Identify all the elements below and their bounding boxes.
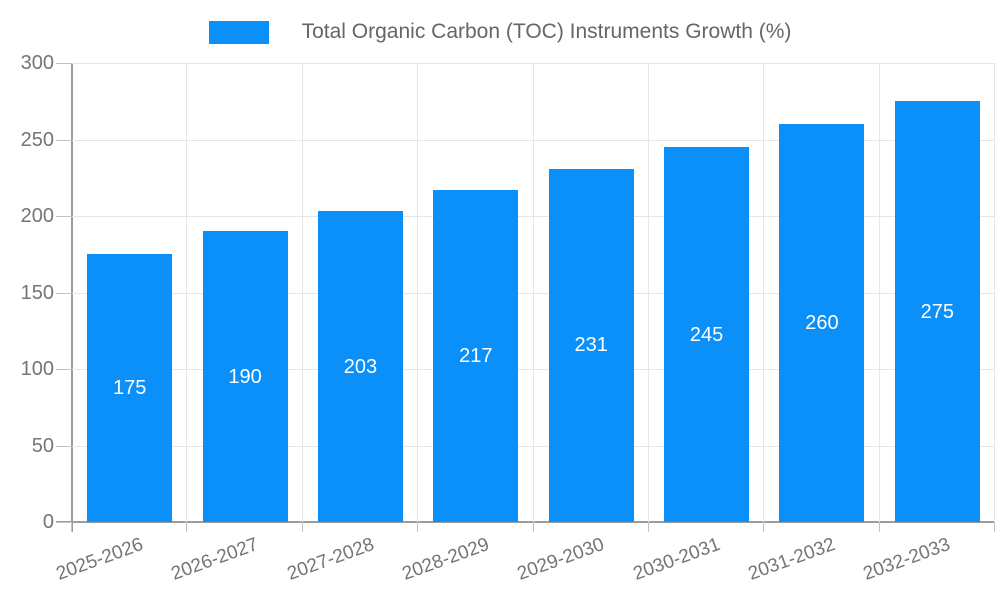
x-tick-label-2025-2026: 2025-2026 bbox=[53, 534, 146, 585]
gridline-h-300 bbox=[72, 63, 995, 64]
y-axis-line bbox=[71, 63, 73, 532]
x-tick-label-2031-2032: 2031-2032 bbox=[745, 534, 839, 585]
gridline-h-150 bbox=[72, 292, 995, 294]
y-axis-tick-200 bbox=[56, 216, 72, 217]
legend-label: Total Organic Carbon (TOC) Instruments G… bbox=[301, 20, 792, 43]
x-axis-tick-5 bbox=[647, 522, 649, 532]
bar-2029-2030 bbox=[548, 168, 634, 522]
legend-item-toc-growth[interactable]: Total Organic Carbon (TOC) Instruments G… bbox=[208, 20, 792, 44]
y-tick-label-250: 250 bbox=[20, 128, 54, 151]
y-axis-tick-150 bbox=[56, 292, 72, 294]
gridline-h-50 bbox=[72, 445, 995, 447]
bar-value-label-2025-2026: 175 bbox=[113, 377, 147, 400]
gridline-h-200 bbox=[72, 216, 995, 217]
gridline-h-100 bbox=[72, 369, 995, 370]
y-tick-label-300: 300 bbox=[20, 52, 54, 74]
x-tick-label-2029-2030: 2029-2030 bbox=[514, 534, 608, 585]
bar-2028-2029 bbox=[433, 190, 519, 522]
legend-swatch bbox=[208, 20, 269, 44]
x-tick-label-2028-2029: 2028-2029 bbox=[399, 534, 492, 585]
y-tick-label-100: 100 bbox=[20, 358, 54, 380]
plot-area: 175 190 203 217 231 245 260 275 bbox=[72, 63, 995, 522]
x-tick-label-2030-2031: 2030-2031 bbox=[630, 534, 723, 585]
y-axis-tick-250 bbox=[56, 139, 72, 141]
bar-value-label-2030-2031: 245 bbox=[689, 323, 724, 346]
x-axis-tick-8 bbox=[994, 522, 995, 532]
x-axis-tick-2 bbox=[301, 522, 303, 532]
y-axis-tick-300 bbox=[56, 63, 72, 64]
bar-2030-2031 bbox=[664, 147, 750, 522]
gridline-v-2 bbox=[301, 63, 303, 522]
x-tick-label-2032-2033: 2032-2033 bbox=[860, 534, 954, 585]
x-axis-tick-1 bbox=[186, 522, 188, 532]
bar-2032-2033 bbox=[894, 101, 980, 522]
x-axis-line bbox=[56, 521, 995, 523]
x-axis-tick-7 bbox=[878, 522, 880, 532]
bar-2027-2028 bbox=[317, 211, 403, 522]
bar-value-label-2028-2029: 217 bbox=[459, 344, 493, 367]
gridline-v-7 bbox=[878, 63, 880, 522]
bar-2026-2027 bbox=[202, 231, 288, 522]
gridline-v-8 bbox=[994, 63, 995, 522]
gridline-v-1 bbox=[186, 63, 188, 522]
x-axis-tick-4 bbox=[532, 522, 534, 532]
x-axis-tick-0 bbox=[71, 522, 72, 532]
x-axis-tick-3 bbox=[417, 522, 419, 532]
bar-2025-2026 bbox=[87, 254, 173, 522]
gridline-v-4 bbox=[532, 63, 534, 522]
gridline-v-3 bbox=[417, 63, 419, 522]
x-axis-tick-6 bbox=[763, 522, 765, 532]
y-axis-tick-100 bbox=[56, 369, 72, 370]
bar-value-label-2031-2032: 260 bbox=[805, 312, 839, 335]
bar-value-label-2032-2033: 275 bbox=[920, 300, 954, 323]
gridline-h-250 bbox=[72, 139, 995, 141]
chart-legend: Total Organic Carbon (TOC) Instruments G… bbox=[0, 20, 1000, 44]
bar-value-label-2029-2030: 231 bbox=[574, 334, 608, 357]
bar-value-label-2026-2027: 190 bbox=[228, 365, 262, 388]
y-tick-label-50: 50 bbox=[31, 434, 54, 457]
bar-value-label-2027-2028: 203 bbox=[343, 355, 378, 378]
y-tick-label-200: 200 bbox=[20, 205, 54, 227]
y-axis-tick-0 bbox=[56, 522, 72, 523]
y-axis-tick-50 bbox=[56, 445, 72, 447]
bar-2031-2032 bbox=[779, 124, 865, 522]
gridline-v-5 bbox=[647, 63, 649, 522]
x-tick-label-2026-2027: 2026-2027 bbox=[168, 534, 262, 585]
x-tick-label-2027-2028: 2027-2028 bbox=[284, 534, 377, 585]
gridline-v-6 bbox=[763, 63, 765, 522]
y-tick-label-0: 0 bbox=[42, 511, 54, 533]
y-tick-label-150: 150 bbox=[20, 281, 54, 304]
